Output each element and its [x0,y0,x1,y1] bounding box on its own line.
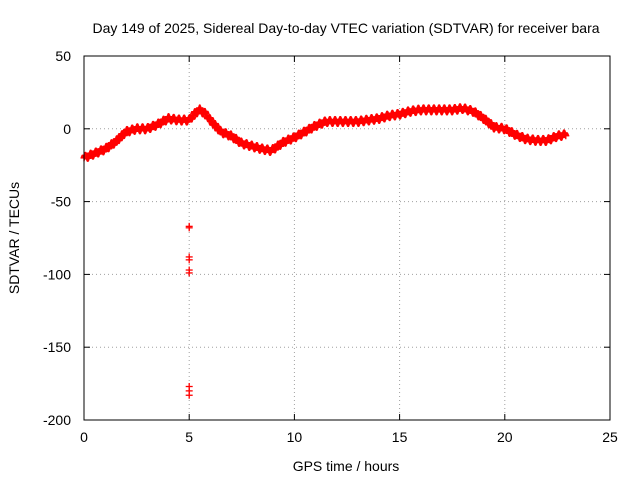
x-tick-label: 15 [392,429,408,445]
x-tick-label: 0 [80,429,88,445]
y-tick-label: 50 [55,48,71,64]
x-tick-label: 25 [602,429,618,445]
outlier-point [185,391,193,399]
axis-ticks: 0 5 10 15 20 25 -200 -150 -100 -50 0 50 [43,48,618,445]
outlier-point [185,256,193,264]
outlier-point [185,269,193,277]
y-tick-label: 0 [63,121,71,137]
chart-title: Day 149 of 2025, Sidereal Day-to-day VTE… [92,20,599,36]
y-tick-label: -150 [43,339,71,355]
outlier-point [185,224,193,232]
y-axis-label: SDTVAR / TECUs [6,182,22,294]
data-points [80,103,570,399]
grid-lines [84,56,610,420]
plot-frame [83,55,611,421]
x-tick-label: 20 [497,429,513,445]
y-tick-label: -100 [43,266,71,282]
data-point [562,132,570,140]
x-axis-label: GPS time / hours [293,458,400,474]
x-tick-label: 5 [185,429,193,445]
x-tick-label: 10 [287,429,303,445]
y-tick-label: -50 [51,194,71,210]
y-tick-label: -200 [43,412,71,428]
